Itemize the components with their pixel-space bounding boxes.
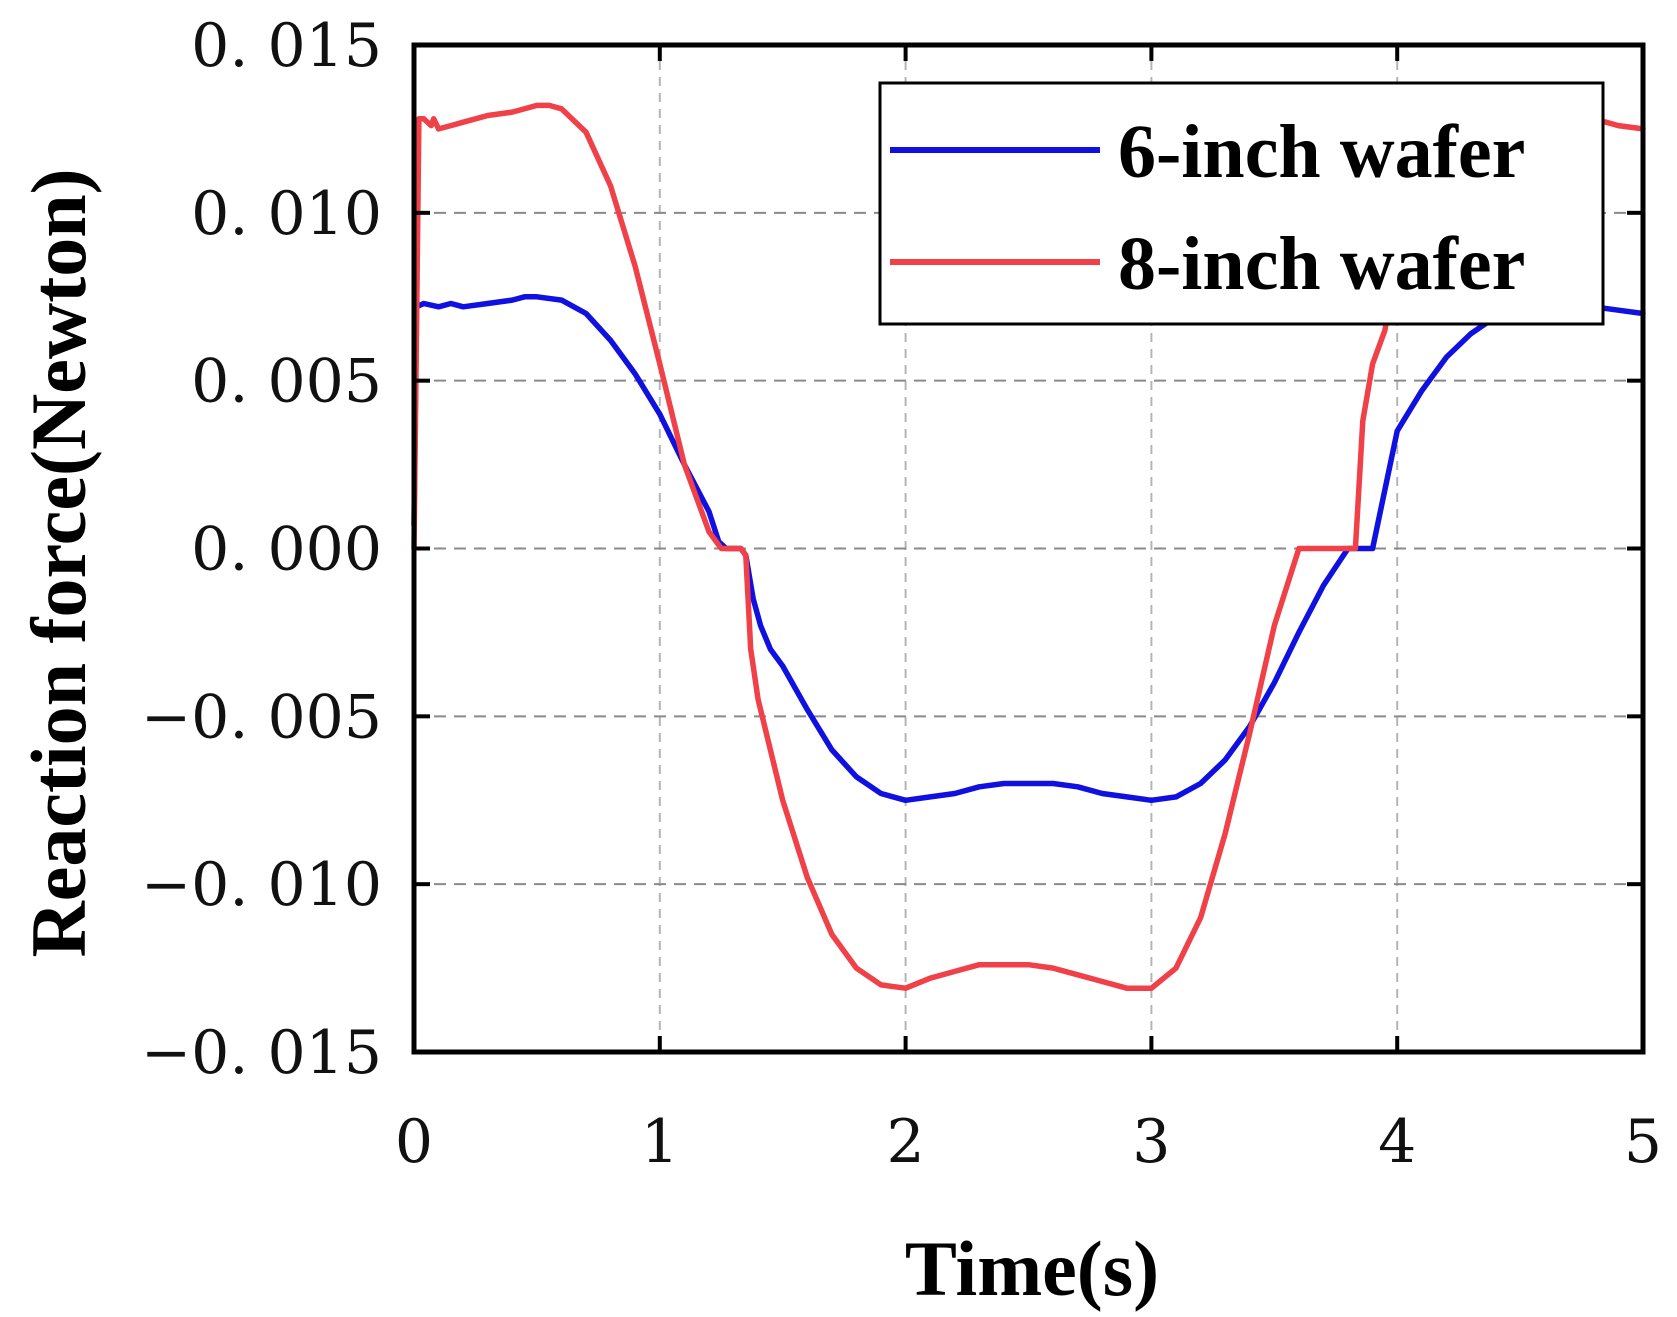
- x-tick-label: 1: [641, 1107, 679, 1177]
- x-tick-label: 3: [1132, 1107, 1170, 1177]
- y-tick-label: −0. 015: [141, 1018, 382, 1088]
- series-line-8-inch-wafer: [411, 102, 1646, 991]
- x-axis-title: Time(s): [905, 1225, 1159, 1312]
- legend-label-6-inch: 6-inch wafer: [1118, 110, 1525, 194]
- series-lines: [411, 102, 1646, 991]
- series-line-6-inch-wafer: [411, 294, 1646, 804]
- y-tick-label: −0. 010: [141, 850, 382, 920]
- axis-ticks: [412, 43, 1645, 1054]
- legend: 6-inch wafer 8-inch wafer: [878, 81, 1605, 326]
- x-tick-label: 2: [887, 1107, 925, 1177]
- legend-box: [878, 81, 1605, 326]
- y-tick-label: 0. 010: [191, 179, 382, 249]
- y-tick-label: 0. 005: [191, 347, 382, 417]
- y-tick-label: 0. 000: [191, 515, 382, 585]
- x-tick-label: 0: [395, 1107, 433, 1177]
- y-tick-labels: 0. 015 0. 010 0. 005 0. 000 −0. 005 −0. 010 −0…: [141, 11, 382, 1088]
- x-tick-label: 5: [1624, 1107, 1662, 1177]
- y-tick-label: −0. 005: [141, 682, 382, 752]
- legend-label-8-inch: 8-inch wafer: [1118, 222, 1525, 306]
- x-tick-labels: 0 1 2 3 4 5: [395, 1107, 1662, 1177]
- y-tick-label: 0. 015: [191, 11, 382, 81]
- y-axis-title: Reaction force(Newton): [15, 168, 102, 957]
- x-tick-label: 4: [1378, 1107, 1416, 1177]
